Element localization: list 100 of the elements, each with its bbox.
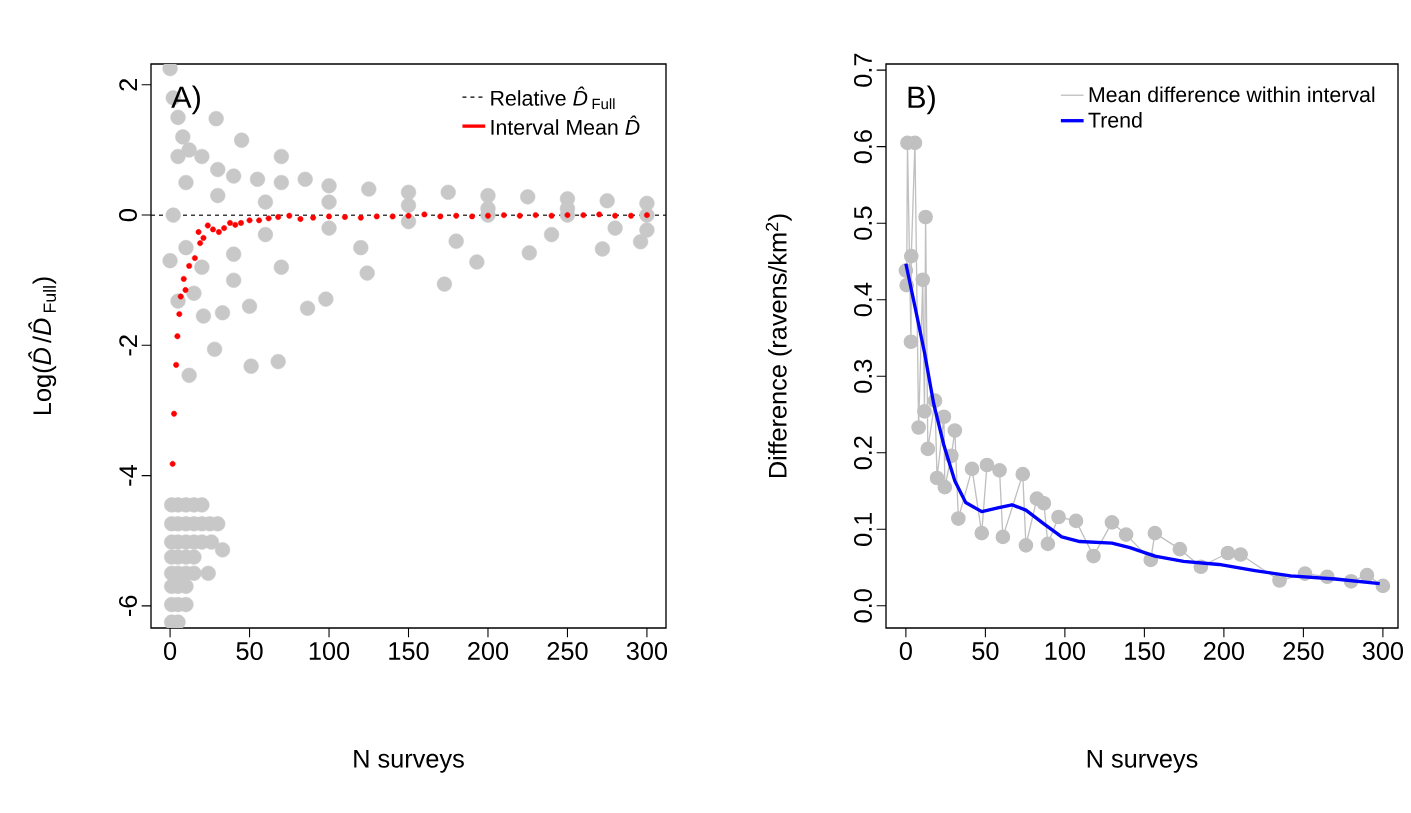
x-tick-label: 300 xyxy=(1362,642,1404,660)
legend-label: Mean difference within interval xyxy=(1089,86,1375,103)
point xyxy=(275,214,282,220)
point xyxy=(974,525,990,541)
x-tick-label: 100 xyxy=(309,642,350,660)
point xyxy=(357,214,364,221)
point xyxy=(200,234,207,241)
point xyxy=(215,229,222,235)
point xyxy=(1220,545,1236,561)
point xyxy=(171,410,177,417)
x-tick-label: 300 xyxy=(626,642,668,660)
point xyxy=(437,213,444,220)
point xyxy=(1375,578,1391,594)
point xyxy=(174,333,181,340)
point xyxy=(918,209,933,225)
x-tick-label: 0 xyxy=(164,642,177,660)
point xyxy=(920,441,936,457)
point xyxy=(310,214,317,221)
point xyxy=(596,211,603,218)
x-tick-label: 100 xyxy=(1045,642,1086,660)
point xyxy=(256,217,263,224)
point xyxy=(628,212,634,219)
point xyxy=(911,420,926,435)
legend-label: Trend xyxy=(1088,111,1142,128)
y-tick-label: 0.3 xyxy=(854,359,872,393)
point xyxy=(238,219,244,226)
point xyxy=(186,262,193,269)
point xyxy=(197,240,204,247)
point xyxy=(389,213,396,220)
point xyxy=(1233,547,1248,562)
point xyxy=(929,470,945,486)
y-tick-label: -6 xyxy=(119,595,137,616)
y-axis-title: Difference (ravens/km$^{2}$) xyxy=(765,214,792,478)
y-tick-label: 0.6 xyxy=(854,130,872,164)
point xyxy=(612,212,619,219)
point xyxy=(979,457,995,473)
point xyxy=(421,211,428,218)
x-tick-label: 200 xyxy=(1204,642,1245,660)
point xyxy=(453,212,460,219)
point xyxy=(1015,466,1031,482)
point xyxy=(169,460,176,467)
point xyxy=(500,212,507,219)
point xyxy=(265,215,272,222)
point xyxy=(246,217,253,224)
y-tick-label: 0.0 xyxy=(854,589,872,623)
point xyxy=(532,212,539,219)
y-tick-label: 0.4 xyxy=(854,282,872,317)
point xyxy=(516,212,523,219)
legend-label: Interval Mean D̂ xyxy=(491,115,640,135)
point xyxy=(1359,567,1375,583)
point xyxy=(1036,495,1052,511)
point xyxy=(232,221,239,228)
y-tick-label: 0.5 xyxy=(854,206,872,240)
point xyxy=(903,248,919,264)
point xyxy=(180,275,187,282)
point xyxy=(1118,527,1134,542)
point xyxy=(210,226,216,233)
x-tick-label: 50 xyxy=(972,642,999,660)
x-tick-label: 200 xyxy=(468,642,509,660)
y-tick-label: 0.1 xyxy=(854,512,872,546)
point xyxy=(341,214,348,220)
x-tick-label: 250 xyxy=(1283,642,1324,660)
point xyxy=(992,463,1007,478)
point xyxy=(915,272,931,288)
x-axis-title: N surveys xyxy=(1087,750,1198,773)
annotation: B) xyxy=(908,85,935,115)
x-axis-title: N surveys xyxy=(354,750,464,773)
point xyxy=(1086,548,1101,564)
point xyxy=(373,213,380,220)
point xyxy=(1104,515,1120,530)
point xyxy=(297,216,304,222)
point xyxy=(227,219,233,226)
x-tick-label: 150 xyxy=(389,642,429,660)
point xyxy=(286,212,293,219)
y-tick-label: 2 xyxy=(119,79,137,91)
point xyxy=(951,511,966,526)
point xyxy=(221,225,228,232)
legend-label: Relative D̂$_{Full}$ xyxy=(491,86,615,110)
point xyxy=(1172,541,1188,557)
y-tick-label: 0.2 xyxy=(854,436,872,470)
point xyxy=(1040,536,1056,552)
x-tick-label: 150 xyxy=(1125,642,1165,660)
point xyxy=(191,255,198,262)
point xyxy=(1051,509,1066,525)
annotation: A) xyxy=(171,85,200,115)
point xyxy=(917,404,932,419)
point xyxy=(903,334,919,350)
point xyxy=(964,461,980,477)
point xyxy=(195,229,202,235)
point xyxy=(173,361,180,368)
y-tick-label: 0.7 xyxy=(854,53,872,87)
point xyxy=(548,212,555,219)
point xyxy=(326,213,332,220)
point xyxy=(1068,513,1084,529)
y-tick-label: -4 xyxy=(119,465,137,486)
point xyxy=(469,213,476,220)
point xyxy=(580,212,587,219)
x-tick-label: 250 xyxy=(547,642,588,660)
point xyxy=(995,529,1011,545)
point xyxy=(177,293,184,300)
